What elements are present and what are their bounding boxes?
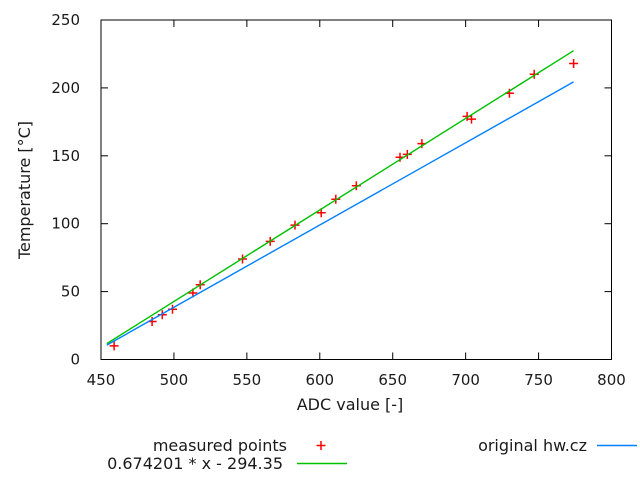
x-axis-title: ADC value [-] [297,395,404,414]
x-tick-label: 600 [305,371,334,389]
x-tick-label: 700 [451,371,480,389]
y-tick-label: 250 [51,11,80,29]
legend-label-fit-equation: 0.674201 * x - 294.35 [107,454,283,473]
y-axis-title: Temperature [°C] [15,121,34,260]
data-point-plus [467,114,476,124]
data-point-plus [569,59,579,68]
data-series [106,50,579,351]
legend-label-measured-points: measured points [153,436,287,455]
x-tick-label: 500 [160,371,189,389]
y-tick-label: 200 [51,79,80,97]
y-tick-label: 0 [70,351,80,369]
legend-label-original-hwcz: original hw.cz [478,436,587,455]
data-line [106,50,574,345]
x-tick-label: 800 [597,371,626,389]
y-tick-label: 50 [61,283,80,301]
data-line [106,81,574,346]
x-tick-label: 750 [524,371,553,389]
x-tick-label: 450 [87,371,116,389]
y-tick-label: 100 [51,215,80,233]
data-point-plus [109,341,119,351]
legend: measured points 0.674201 * x - 294.35 or… [107,436,637,473]
x-tick-label: 550 [233,371,262,389]
plot-frame [100,19,612,360]
x-tick-label: 650 [378,371,407,389]
y-tick-label: 150 [51,147,80,165]
axis-ticks: 450 500 550 600 650 700 750 800 0 50 100 150 200 250 [51,11,625,389]
legend-plus-marker-icon [316,441,326,450]
